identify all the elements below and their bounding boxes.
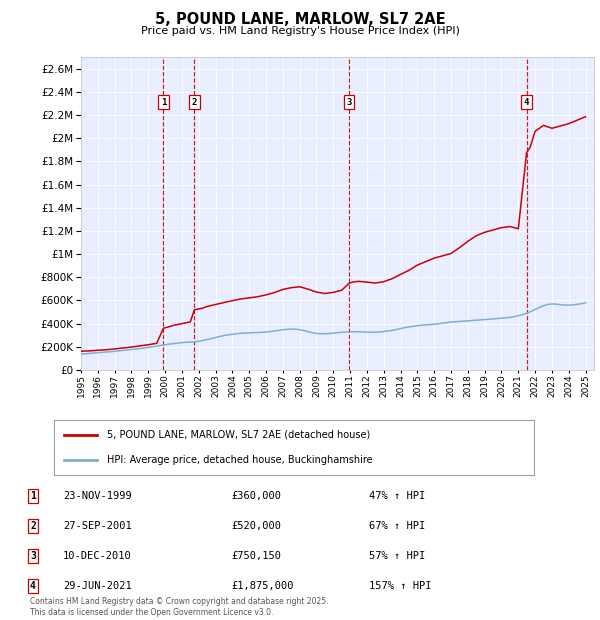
Text: 23-NOV-1999: 23-NOV-1999 — [63, 491, 132, 501]
Text: 4: 4 — [30, 581, 36, 591]
Text: 27-SEP-2001: 27-SEP-2001 — [63, 521, 132, 531]
Text: 3: 3 — [30, 551, 36, 561]
Text: 29-JUN-2021: 29-JUN-2021 — [63, 581, 132, 591]
Text: 1: 1 — [161, 98, 166, 107]
Text: 1: 1 — [30, 491, 36, 501]
Text: £750,150: £750,150 — [231, 551, 281, 561]
Text: 47% ↑ HPI: 47% ↑ HPI — [369, 491, 425, 501]
Text: Contains HM Land Registry data © Crown copyright and database right 2025.
This d: Contains HM Land Registry data © Crown c… — [30, 598, 329, 617]
Text: 10-DEC-2010: 10-DEC-2010 — [63, 551, 132, 561]
Text: 3: 3 — [347, 98, 352, 107]
Text: 5, POUND LANE, MARLOW, SL7 2AE: 5, POUND LANE, MARLOW, SL7 2AE — [155, 12, 445, 27]
Text: 67% ↑ HPI: 67% ↑ HPI — [369, 521, 425, 531]
Text: 2: 2 — [191, 98, 197, 107]
Text: 57% ↑ HPI: 57% ↑ HPI — [369, 551, 425, 561]
Text: Price paid vs. HM Land Registry's House Price Index (HPI): Price paid vs. HM Land Registry's House … — [140, 26, 460, 36]
Text: 5, POUND LANE, MARLOW, SL7 2AE (detached house): 5, POUND LANE, MARLOW, SL7 2AE (detached… — [107, 430, 370, 440]
Text: 2: 2 — [30, 521, 36, 531]
Text: 157% ↑ HPI: 157% ↑ HPI — [369, 581, 431, 591]
Text: 4: 4 — [524, 98, 529, 107]
Text: £360,000: £360,000 — [231, 491, 281, 501]
Text: HPI: Average price, detached house, Buckinghamshire: HPI: Average price, detached house, Buck… — [107, 455, 373, 465]
Text: £520,000: £520,000 — [231, 521, 281, 531]
Text: £1,875,000: £1,875,000 — [231, 581, 293, 591]
